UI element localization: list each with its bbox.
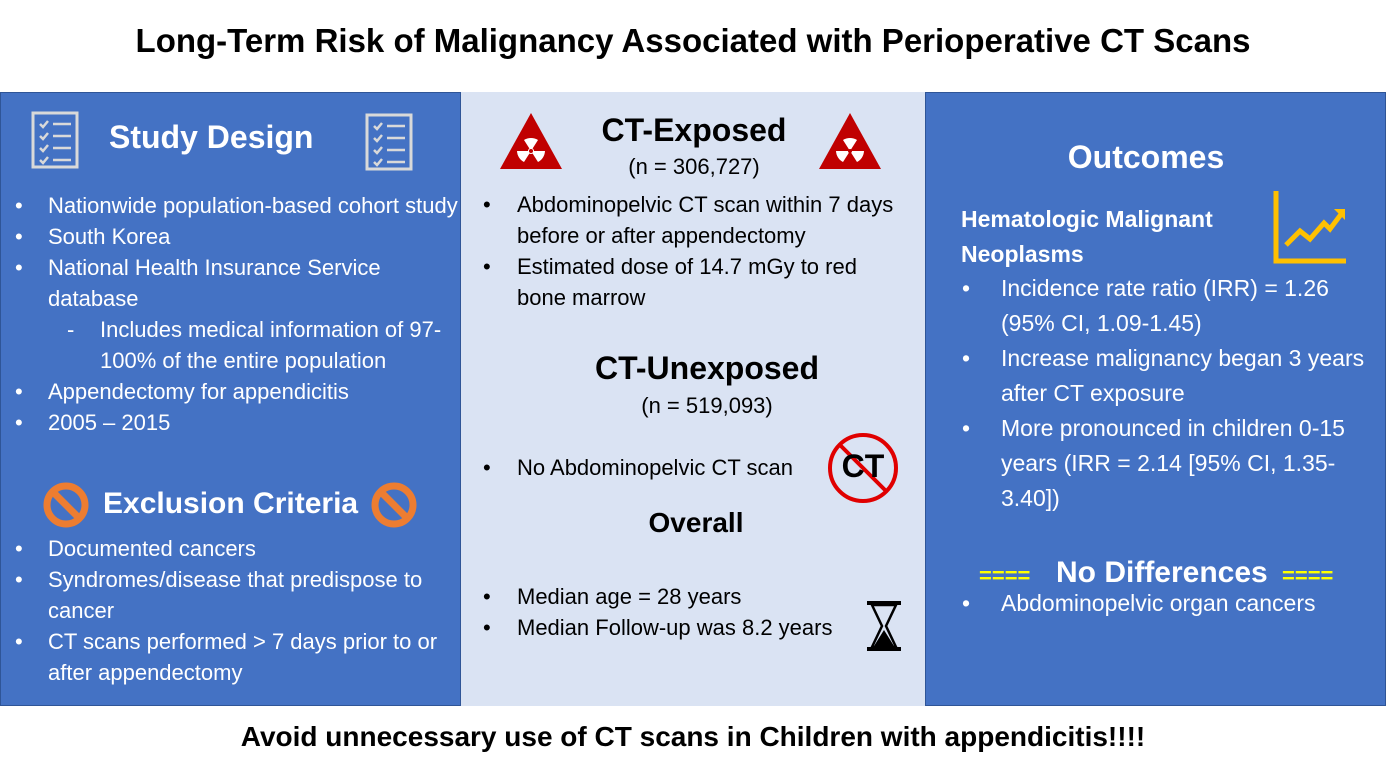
overall-list: Median age = 28 years Median Follow-up w… [461,581,861,643]
list-item: Incidence rate ratio (IRR) = 1.26 (95% C… [926,271,1366,341]
ct-exposed-list: Abdominopelvic CT scan within 7 days bef… [461,189,901,313]
study-design-panel: Study Design Nationwide population-based… [0,92,461,706]
exclusion-list: Documented cancers Syndromes/disease tha… [1,533,451,688]
page-title: Long-Term Risk of Malignancy Associated … [135,22,1251,59]
ct-exposed-count: (n = 306,727) [628,154,760,179]
list-item: Appendectomy for appendicitis [1,376,459,407]
list-item: Estimated dose of 14.7 mGy to red bone m… [461,251,901,313]
outcomes-list: Incidence rate ratio (IRR) = 1.26 (95% C… [926,271,1366,516]
ct-exposed-heading: CT-Exposed [601,112,787,148]
hematologic-subheading: Hematologic Malignant Neoplasms [961,206,1213,267]
cohort-panel: CT-Exposed (n = 306,727) Abdominopelvic … [461,92,925,706]
list-item: More pronounced in children 0-15 years (… [926,411,1366,516]
list-item: Nationwide population-based cohort study [1,190,459,221]
list-item: Median age = 28 years [461,581,861,612]
checklist-icon [365,113,413,171]
study-design-list: Nationwide population-based cohort study… [1,190,459,438]
list-item: Median Follow-up was 8.2 years [461,612,861,643]
list-item: Abdominopelvic CT scan within 7 days bef… [461,189,901,251]
radiation-hazard-icon [500,113,562,169]
list-item: South Korea [1,221,459,252]
overall-heading: Overall [648,507,744,538]
no-ct-icon: CT [827,432,899,504]
ct-unexposed-heading: CT-Unexposed [594,350,820,386]
list-item: Increase malignancy began 3 years after … [926,341,1366,411]
radiation-hazard-icon [819,113,881,169]
trend-chart-icon [1273,191,1346,264]
list-item: Syndromes/disease that predispose to can… [1,564,451,626]
hourglass-icon [867,601,901,651]
no-differences-list: Abdominopelvic organ cancers [926,586,1346,621]
checklist-icon [31,111,79,169]
exclusion-heading: Exclusion Criteria [103,487,359,520]
list-sub-item: Includes medical information of 97-100% … [1,314,459,376]
ct-unexposed-list: No Abdominopelvic CT scan [461,452,831,483]
outcomes-panel: Outcomes Hematologic Malignant Neoplasms… [925,92,1386,706]
outcomes-heading: Outcomes [1067,139,1225,175]
list-item: No Abdominopelvic CT scan [461,452,831,483]
list-item: CT scans performed > 7 days prior to or … [1,626,451,688]
list-item: 2005 – 2015 [1,407,459,438]
list-item: National Health Insurance Service databa… [1,252,459,314]
prohibited-icon [43,482,89,528]
list-item: Documented cancers [1,533,451,564]
study-design-heading: Study Design [109,119,314,155]
prohibited-icon [371,482,417,528]
no-differences-heading: No Differences [1056,556,1268,589]
equals-marker: ==== [979,563,1031,588]
footer-message: Avoid unnecessary use of CT scans in Chi… [240,721,1146,752]
equals-marker: ==== [1282,563,1334,588]
no-ct-label: CT [841,448,885,484]
list-item: Abdominopelvic organ cancers [926,586,1346,621]
ct-unexposed-count: (n = 519,093) [641,393,773,418]
